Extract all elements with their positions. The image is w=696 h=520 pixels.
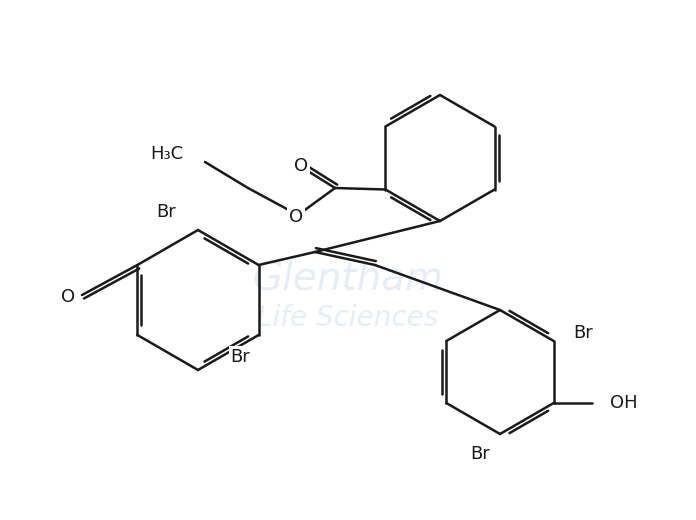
Text: Br: Br xyxy=(470,445,490,463)
Text: Glentham: Glentham xyxy=(253,259,443,297)
Text: O: O xyxy=(61,288,75,306)
Text: Br: Br xyxy=(231,348,251,366)
Text: O: O xyxy=(289,208,303,226)
Text: Life Sciences: Life Sciences xyxy=(258,304,438,332)
Text: OH: OH xyxy=(610,394,638,412)
Text: H₃C: H₃C xyxy=(150,145,183,163)
Text: Br: Br xyxy=(156,203,176,221)
Text: O: O xyxy=(294,157,308,175)
Text: Br: Br xyxy=(574,324,594,342)
